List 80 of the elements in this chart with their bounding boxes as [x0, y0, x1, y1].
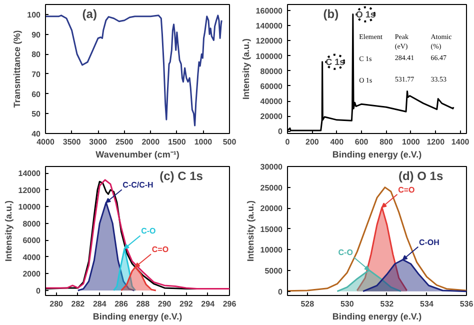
- chart-title: (a): [82, 7, 97, 22]
- y-tick-label: 20000: [260, 112, 284, 122]
- x-tick-label: 292: [180, 300, 194, 308]
- x-tick-label: 3000: [89, 138, 108, 146]
- x-tick-label: 532: [380, 300, 394, 308]
- y-tick-label: 90: [32, 30, 42, 40]
- y-axis-title: Intensity (a.u.): [3, 200, 14, 262]
- annotation: C-O: [338, 248, 353, 258]
- x-tick-label: 282: [71, 300, 86, 308]
- x-tick-label: 296: [222, 300, 237, 308]
- x-tick-label: 1500: [168, 138, 186, 146]
- y-tick-label: 160000: [256, 6, 284, 16]
- y-tick-label: 70: [32, 70, 42, 79]
- x-tick-label: 280: [50, 300, 64, 308]
- y-tick-label: 12000: [18, 186, 42, 195]
- x-tick-label: 2500: [115, 138, 134, 146]
- y-tick-label: 20000: [260, 204, 284, 214]
- y-tick-label: 80: [32, 50, 42, 60]
- x-tick-label: 2000: [142, 138, 160, 146]
- chart-title: (c) C 1s: [160, 169, 204, 184]
- x-tick-label: 600: [354, 138, 369, 146]
- y-tick-label: 100: [27, 10, 42, 20]
- x-tick-label: 1200: [426, 138, 446, 146]
- x-tick-label: 534: [420, 300, 434, 308]
- annotation: C-O: [141, 226, 156, 236]
- y-tick-label: 2000: [22, 270, 42, 279]
- y-tick-label: 10000: [18, 202, 42, 212]
- y-tick-label: 4000: [22, 252, 42, 262]
- x-axis-title: Binding energy (e.V.): [332, 312, 422, 322]
- y-tick-label: 50: [32, 110, 42, 119]
- x-tick-label: 200: [306, 138, 320, 146]
- x-tick-label: 800: [380, 138, 394, 146]
- x-tick-label: 3500: [62, 138, 82, 146]
- x-tick-label: 290: [158, 300, 172, 308]
- y-tick-label: 10000: [260, 246, 284, 255]
- x-tick-label: 284: [92, 300, 107, 308]
- annotation: C 1s: [326, 56, 345, 67]
- chart-title: (d) O 1s: [398, 169, 444, 184]
- x-tick-label: 400: [330, 138, 344, 146]
- y-axis-title: Intensity (a.u.): [240, 38, 251, 100]
- x-axis-title: Binding energy (e.V.): [332, 150, 422, 160]
- x-tick-label: 1000: [194, 138, 213, 146]
- y-tick-label: 5000: [264, 266, 284, 276]
- x-tick-label: 500: [222, 138, 237, 146]
- x-tick-label: 1000: [402, 138, 420, 146]
- annotation: C=O: [152, 245, 169, 254]
- x-tick-label: 288: [136, 300, 150, 308]
- y-tick-label: 60000: [260, 82, 284, 91]
- y-tick-label: 30000: [260, 162, 284, 172]
- x-axis-title: Wavenumber (cm⁻¹): [96, 150, 180, 160]
- y-tick-label: 120000: [256, 36, 284, 46]
- y-tick-label: 0: [36, 286, 42, 296]
- y-tick-label: 40: [32, 130, 42, 138]
- y-axis-title: Intensity (a.u.): [245, 200, 256, 262]
- x-tick-label: 528: [300, 300, 315, 308]
- y-tick-label: 60: [32, 90, 42, 99]
- annotation: C=O: [398, 185, 415, 194]
- x-tick-label: 286: [114, 300, 128, 308]
- y-tick-label: 15000: [260, 224, 284, 234]
- annotation: C-OH: [418, 238, 440, 247]
- x-tick-label: 530: [340, 300, 354, 308]
- chart-title: (b): [323, 7, 339, 22]
- y-tick-label: 100000: [256, 52, 284, 61]
- y-tick-label: 140000: [256, 22, 284, 31]
- y-tick-label: 25000: [260, 183, 284, 192]
- y-axis-title: Transmittance (%): [12, 30, 22, 108]
- y-tick-label: 0: [278, 287, 284, 296]
- y-tick-label: 40000: [260, 97, 284, 106]
- y-tick-label: 80000: [260, 66, 284, 76]
- x-tick-label: 536: [460, 300, 474, 308]
- annotation: C-C/C-H: [122, 180, 154, 190]
- y-tick-label: 6000: [22, 236, 42, 246]
- x-tick-label: 294: [201, 300, 216, 308]
- y-tick-label: 0: [278, 127, 284, 136]
- x-tick-label: 1400: [451, 138, 470, 146]
- x-tick-label: 0: [285, 138, 290, 146]
- annotation: O 1s: [356, 9, 376, 20]
- y-tick-label: 14000: [18, 169, 42, 178]
- y-tick-label: 8000: [22, 219, 42, 228]
- x-axis-title: Binding energy (e.V.): [92, 312, 182, 322]
